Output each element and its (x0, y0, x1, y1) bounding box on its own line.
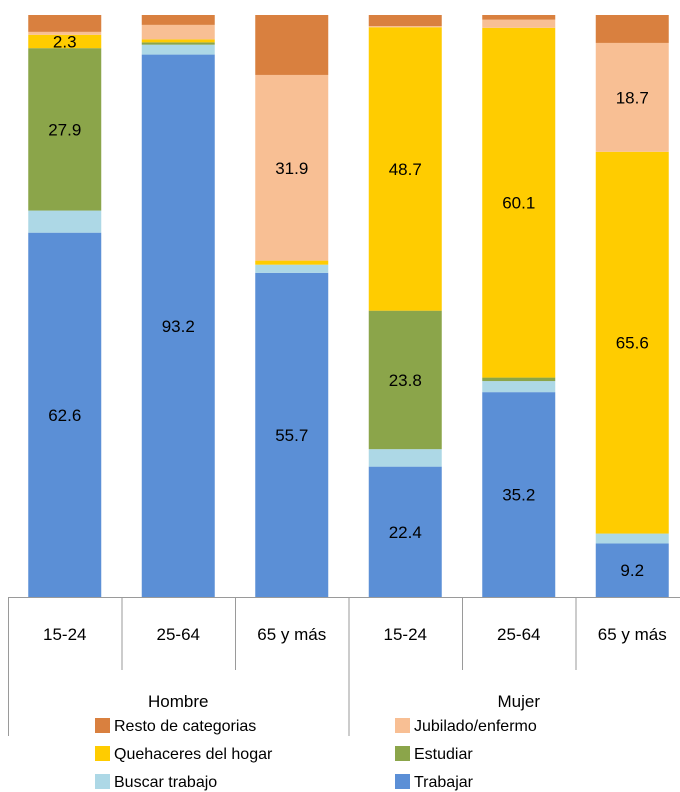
bar-segment-buscar-trabajo-1 (28, 210, 102, 233)
category-axis: 15-24 25-64 65 y más 15-24 25-64 65 y más Homb… (8, 597, 680, 736)
legend-swatch-buscar-trabajo (95, 774, 110, 789)
bar-segment-quehaceres-del-hogar-6 (595, 151, 669, 534)
category-label-4: 15-24 (384, 625, 427, 644)
legend-swatch-quehaceres-del-hogar (95, 746, 110, 761)
legend-label-buscar-trabajo: Buscar trabajo (114, 774, 217, 791)
bar-segment-estudiar-2 (141, 42, 215, 45)
legend-swatch-jubilado-enfermo (395, 718, 410, 733)
data-label-trabajar-1: 62.6 (48, 406, 81, 425)
bar-segment-jubilado-enfermo-5 (482, 19, 556, 28)
bar-segment-quehaceres-del-hogar-1 (28, 34, 102, 49)
bar-segment-resto-de-categorias-4 (368, 15, 442, 27)
legend-label-resto-de-categorias: Resto de categorias (114, 718, 256, 735)
data-label-jubilado-enfermo-3: 31.9 (275, 159, 308, 178)
bar-segment-quehaceres-del-hogar-3 (255, 260, 329, 265)
bar-segment-jubilado-enfermo-3 (255, 74, 329, 261)
category-label-2: 25-64 (157, 625, 200, 644)
bar-segment-resto-de-categorias-2 (141, 15, 215, 25)
bar-segment-quehaceres-del-hogar-5 (482, 27, 556, 378)
legend-swatch-estudiar (395, 746, 410, 761)
data-label-estudiar-4: 23.8 (389, 371, 422, 390)
data-label-quehaceres-del-hogar-1: 2.3 (53, 32, 77, 51)
data-label-quehaceres-del-hogar-5: 60.1 (502, 194, 535, 213)
bar-segment-trabajar-2 (141, 54, 215, 598)
bar-segment-buscar-trabajo-4 (368, 449, 442, 467)
bar-segment-jubilado-enfermo-6 (595, 42, 669, 152)
data-label-trabajar-2: 93.2 (162, 317, 195, 336)
bar-segment-estudiar-4 (368, 310, 442, 450)
bar-segment-quehaceres-del-hogar-2 (141, 39, 215, 43)
bar-segment-estudiar-1 (28, 48, 102, 211)
data-label-trabajar-5: 35.2 (502, 486, 535, 505)
data-label-estudiar-1: 27.9 (48, 120, 81, 139)
bar-segment-jubilado-enfermo-4 (368, 26, 442, 28)
category-label-1: 15-24 (43, 625, 86, 644)
group-label-hombre: Hombre (148, 692, 208, 711)
legend-swatch-trabajar (395, 774, 410, 789)
data-label-quehaceres-del-hogar-6: 65.6 (616, 334, 649, 353)
category-label-3: 65 y más (257, 625, 326, 644)
bar-segment-buscar-trabajo-6 (595, 533, 669, 544)
bars-layer (28, 15, 669, 598)
bar-segment-resto-de-categorias-1 (28, 15, 102, 32)
category-label-5: 25-64 (497, 625, 540, 644)
bar-segment-buscar-trabajo-3 (255, 264, 329, 273)
bar-segment-resto-de-categorias-6 (595, 15, 669, 43)
bar-segment-estudiar-5 (482, 377, 556, 382)
bar-segment-jubilado-enfermo-1 (28, 31, 102, 35)
segment-labels-layer: 62.6 27.9 2.3 93.2 55.7 31.9 22.4 23.8 48.7 35.2 6… (48, 32, 649, 580)
bar-segment-trabajar-5 (482, 392, 556, 597)
legend-label-trabajar: Trabajar (414, 774, 474, 791)
data-label-trabajar-3: 55.7 (275, 426, 308, 445)
category-label-6: 65 y más (598, 625, 667, 644)
data-label-quehaceres-del-hogar-4: 48.7 (389, 160, 422, 179)
bar-segment-trabajar-6 (595, 543, 669, 597)
data-label-trabajar-6: 9.2 (620, 561, 644, 580)
bar-segment-buscar-trabajo-5 (482, 381, 556, 393)
bar-segment-jubilado-enfermo-2 (141, 24, 215, 40)
data-label-jubilado-enfermo-6: 18.7 (616, 88, 649, 107)
legend: Resto de categorias Jubilado/enfermo Queha… (95, 718, 537, 791)
bar-segment-resto-de-categorias-5 (482, 15, 556, 20)
bar-segment-trabajar-1 (28, 232, 102, 597)
legend-label-jubilado-enfermo: Jubilado/enfermo (414, 718, 537, 735)
bar-segment-quehaceres-del-hogar-4 (368, 27, 442, 311)
bar-segment-buscar-trabajo-2 (141, 44, 215, 55)
legend-swatch-resto-de-categorias (95, 718, 110, 733)
data-label-trabajar-4: 22.4 (389, 523, 422, 542)
bar-segment-resto-de-categorias-3 (255, 15, 329, 75)
group-label-mujer: Mujer (497, 692, 540, 711)
bar-segment-trabajar-3 (255, 272, 329, 597)
bar-segment-trabajar-4 (368, 466, 442, 597)
legend-label-estudiar: Estudiar (414, 746, 473, 763)
legend-label-quehaceres-del-hogar: Quehaceres del hogar (114, 746, 273, 763)
